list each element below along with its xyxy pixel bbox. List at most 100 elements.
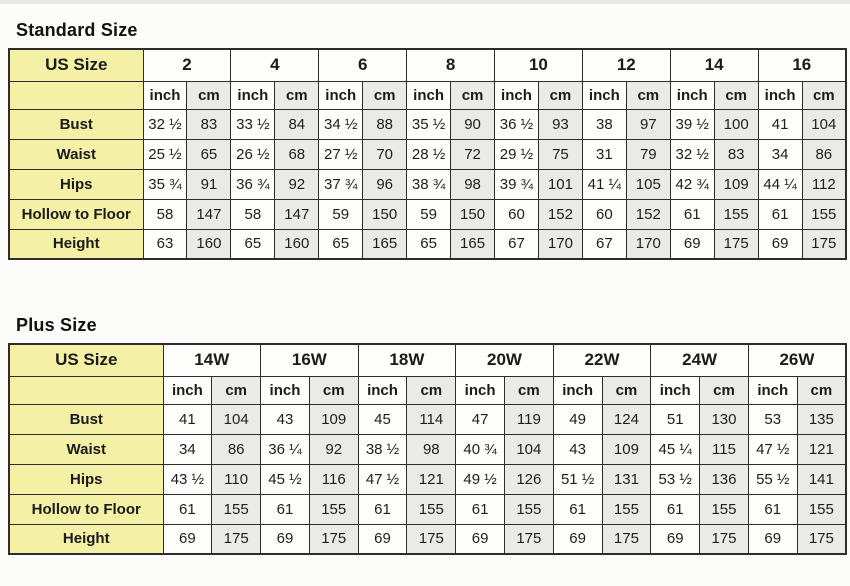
unit-header-inch: inch (142, 80, 188, 110)
measurement-value-cell: 38 (581, 108, 627, 140)
measurement-row: Height 69 175 69 175 69 175 69 175 69 175 69 175 69 17… (8, 523, 847, 555)
unit-header-inch: inch (757, 80, 803, 110)
measurement-value-cell: 51 ½ (552, 463, 603, 495)
measurement-value-cell: 160 (186, 228, 232, 260)
measurement-value-cell: 165 (450, 228, 495, 260)
unit-header-inch: inch (260, 375, 310, 405)
measurement-row-label: Hollow to Floor (8, 198, 144, 230)
measurement-value-cell: 104 (801, 108, 847, 140)
measurement-value-cell: 116 (308, 463, 359, 495)
measurement-value-cell: 69 (747, 523, 798, 555)
unit-header-cm: cm (503, 375, 554, 405)
measurement-value-cell: 155 (308, 493, 359, 525)
measurement-row-label: Height (8, 228, 144, 260)
measurement-value-cell: 49 (552, 403, 603, 435)
size-column-header: 8 (406, 48, 495, 82)
measurement-value-cell: 83 (186, 108, 232, 140)
measurement-value-cell: 39 ½ (669, 108, 715, 140)
measurement-value-cell: 124 (601, 403, 652, 435)
measurement-row: Waist 34 86 36 ¼ 92 38 ½ 98 40 ¾ 104 43 109 45 ¼ 115… (8, 433, 847, 465)
measurement-value-cell: 69 (357, 523, 408, 555)
measurement-value-cell: 175 (713, 228, 759, 260)
measurement-value-cell: 155 (601, 493, 652, 525)
size-column-header: 4 (230, 48, 320, 82)
top-edge-strip (0, 0, 850, 4)
measurement-row: Hollow to Floor 58 147 58 147 59 150 59 150 60 152… (8, 198, 847, 230)
size-column-header: 22W (552, 343, 652, 377)
measurement-value-cell: 34 (757, 138, 803, 170)
measurement-value-cell: 175 (801, 228, 847, 260)
measurement-value-cell: 115 (699, 433, 749, 465)
unit-header-inch: inch (650, 375, 701, 405)
measurement-value-cell: 43 (260, 403, 310, 435)
measurement-value-cell: 88 (362, 108, 408, 140)
unit-header-cm: cm (625, 80, 671, 110)
measurement-value-cell: 121 (406, 463, 457, 495)
measurement-value-cell: 92 (308, 433, 359, 465)
measurement-value-cell: 35 ½ (406, 108, 452, 140)
measurement-value-cell: 105 (625, 168, 671, 200)
size-column-header: 16W (260, 343, 359, 377)
measurement-value-cell: 152 (625, 198, 671, 230)
measurement-value-cell: 69 (162, 523, 213, 555)
measurement-value-cell: 38 ½ (357, 433, 408, 465)
unit-header-cm: cm (211, 375, 262, 405)
measurement-value-cell: 112 (801, 168, 847, 200)
unit-header-inch: inch (669, 80, 715, 110)
measurement-value-cell: 60 (494, 198, 539, 230)
unit-header-cm: cm (186, 80, 232, 110)
us-size-header: US Size (8, 343, 164, 377)
measurement-value-cell: 45 ¼ (650, 433, 701, 465)
measurement-value-cell: 170 (537, 228, 583, 260)
unit-header-cm: cm (796, 375, 847, 405)
unit-header-inch: inch (747, 375, 798, 405)
measurement-value-cell: 152 (537, 198, 583, 230)
measurement-value-cell: 92 (274, 168, 320, 200)
measurement-value-cell: 175 (601, 523, 652, 555)
measurement-value-cell: 155 (801, 198, 847, 230)
size-column-header: 6 (318, 48, 408, 82)
unit-header-cm: cm (362, 80, 408, 110)
measurement-value-cell: 69 (650, 523, 701, 555)
measurement-value-cell: 69 (757, 228, 803, 260)
measurement-value-cell: 60 (581, 198, 627, 230)
measurement-value-cell: 68 (274, 138, 320, 170)
measurement-value-cell: 36 ¾ (230, 168, 276, 200)
us-size-header: US Size (8, 48, 144, 82)
standard-size-table: US Size 2 4 6 8 10 12 14 16 inch cm inch cm inch cm inc… (0, 48, 850, 260)
measurement-row-label: Bust (8, 108, 144, 140)
standard-size-title: Standard Size (16, 20, 138, 40)
measurement-value-cell: 91 (186, 168, 232, 200)
measurement-value-cell: 36 ¼ (260, 433, 310, 465)
measurement-value-cell: 101 (537, 168, 583, 200)
measurement-value-cell: 147 (186, 198, 232, 230)
measurement-value-cell: 36 ½ (494, 108, 539, 140)
unit-header-inch: inch (318, 80, 364, 110)
measurement-value-cell: 90 (450, 108, 495, 140)
unit-header-inch: inch (230, 80, 276, 110)
measurement-value-cell: 41 (162, 403, 213, 435)
size-column-header: 14W (162, 343, 262, 377)
measurement-row-label: Waist (8, 433, 164, 465)
standard-size-table: US Size 2 4 6 8 10 12 14 16 inch cm inch cm inch cm inc… (8, 48, 847, 260)
measurement-value-cell: 53 ½ (650, 463, 701, 495)
measurement-value-cell: 32 ½ (142, 108, 188, 140)
measurement-row: Bust 41 104 43 109 45 114 47 119 49 124 51 130 53 135 (8, 403, 847, 435)
measurement-value-cell: 49 ½ (455, 463, 505, 495)
measurement-value-cell: 53 (747, 403, 798, 435)
measurement-value-cell: 114 (406, 403, 457, 435)
measurement-value-cell: 170 (625, 228, 671, 260)
measurement-value-cell: 136 (699, 463, 749, 495)
measurement-value-cell: 34 (162, 433, 213, 465)
size-column-header: 12 (581, 48, 671, 82)
unit-header-inch: inch (494, 80, 539, 110)
unit-header-cm: cm (450, 80, 495, 110)
measurement-value-cell: 79 (625, 138, 671, 170)
measurement-row-label: Height (8, 523, 164, 555)
measurement-value-cell: 45 (357, 403, 408, 435)
measurement-value-cell: 175 (699, 523, 749, 555)
measurement-value-cell: 119 (503, 403, 554, 435)
measurement-value-cell: 69 (260, 523, 310, 555)
unit-header-cm: cm (308, 375, 359, 405)
